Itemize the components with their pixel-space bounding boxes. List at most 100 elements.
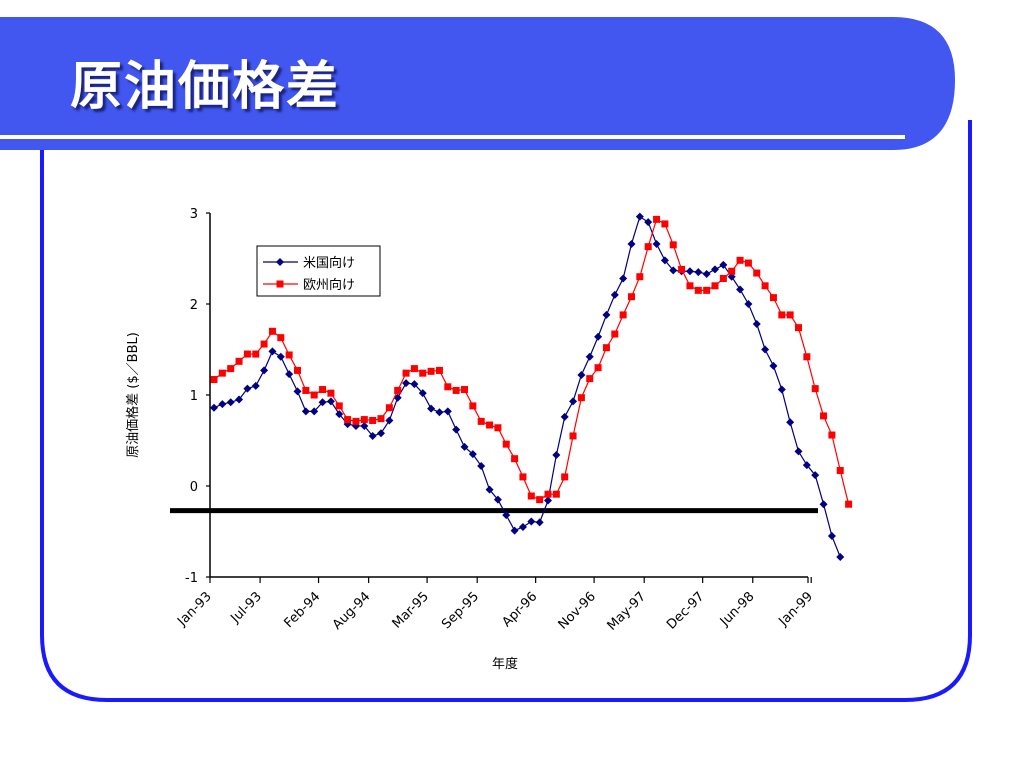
y-axis-title: 原油価格差 ($／BBL) bbox=[125, 332, 141, 458]
x-tick-label: Mar-95 bbox=[390, 589, 432, 631]
data-point bbox=[702, 269, 711, 278]
data-point bbox=[619, 311, 627, 319]
data-point bbox=[477, 417, 485, 425]
data-point bbox=[368, 431, 377, 440]
data-point bbox=[394, 386, 402, 394]
data-point bbox=[243, 350, 251, 358]
data-point bbox=[736, 285, 745, 294]
data-point bbox=[669, 241, 677, 249]
data-point bbox=[694, 268, 703, 277]
data-point bbox=[819, 500, 828, 509]
data-point bbox=[560, 412, 569, 421]
data-point bbox=[319, 386, 327, 394]
data-point bbox=[719, 260, 728, 269]
data-point bbox=[218, 369, 226, 377]
data-point bbox=[452, 386, 460, 394]
data-point bbox=[427, 367, 435, 375]
data-point bbox=[385, 416, 394, 425]
data-point bbox=[602, 310, 611, 319]
data-point bbox=[427, 404, 436, 413]
data-point bbox=[377, 415, 385, 423]
data-point bbox=[486, 421, 494, 429]
data-point bbox=[452, 425, 461, 434]
x-tick-label: Nov-96 bbox=[556, 589, 599, 632]
data-point bbox=[293, 387, 302, 396]
data-point bbox=[494, 424, 502, 432]
data-point bbox=[786, 311, 794, 319]
data-point bbox=[352, 417, 360, 425]
data-point bbox=[569, 397, 578, 406]
y-tick-label: 1 bbox=[190, 389, 198, 404]
data-point bbox=[502, 440, 510, 448]
data-point bbox=[360, 416, 368, 424]
data-point bbox=[335, 410, 344, 419]
data-point bbox=[443, 407, 452, 416]
data-point bbox=[210, 403, 218, 412]
chart-axes: -1 0 1 2 3 Jan-93 Jul-93 Feb-94 Aug-94 Mar-95 Sep-… bbox=[125, 207, 818, 672]
data-point bbox=[644, 243, 652, 251]
data-point bbox=[836, 467, 844, 475]
data-point bbox=[418, 389, 427, 398]
y-tick-label: 0 bbox=[190, 480, 198, 495]
data-point bbox=[586, 375, 594, 383]
series-layer bbox=[210, 212, 853, 561]
data-point bbox=[769, 294, 777, 302]
data-point bbox=[652, 239, 661, 248]
title-banner bbox=[0, 17, 955, 150]
data-point bbox=[602, 344, 610, 352]
data-point bbox=[369, 416, 377, 424]
data-point bbox=[778, 311, 786, 319]
data-point bbox=[802, 461, 811, 470]
data-point bbox=[335, 402, 343, 410]
data-point bbox=[686, 282, 694, 290]
slide-title: 原油価格差 bbox=[70, 57, 341, 117]
data-point bbox=[753, 269, 761, 277]
data-point bbox=[285, 351, 293, 359]
data-point bbox=[577, 370, 586, 379]
data-point bbox=[660, 256, 669, 265]
data-point bbox=[252, 350, 260, 358]
data-point bbox=[845, 500, 853, 508]
data-point bbox=[594, 364, 602, 372]
data-point bbox=[344, 416, 352, 424]
data-point bbox=[577, 394, 585, 402]
data-point bbox=[811, 385, 819, 393]
data-point bbox=[511, 455, 519, 463]
data-point bbox=[277, 334, 285, 342]
data-point bbox=[627, 239, 636, 248]
data-point bbox=[777, 385, 786, 394]
data-point bbox=[477, 461, 486, 470]
series-line-1 bbox=[213, 215, 841, 558]
data-point bbox=[827, 532, 836, 541]
data-point bbox=[594, 332, 603, 341]
data-point bbox=[752, 320, 761, 329]
data-point bbox=[820, 412, 828, 420]
data-point bbox=[461, 386, 468, 394]
data-point bbox=[669, 266, 678, 275]
data-point bbox=[535, 518, 544, 527]
data-point bbox=[210, 376, 218, 384]
data-point bbox=[276, 352, 285, 361]
data-point bbox=[811, 471, 820, 480]
data-point bbox=[227, 365, 235, 373]
y-tick-label: 3 bbox=[190, 207, 198, 222]
data-point bbox=[828, 431, 836, 439]
data-point bbox=[544, 496, 552, 505]
data-point bbox=[318, 398, 327, 407]
data-point bbox=[527, 492, 535, 500]
data-point bbox=[302, 386, 310, 394]
data-point bbox=[769, 361, 778, 370]
data-point bbox=[260, 340, 268, 348]
x-tick-label: Jul-93 bbox=[228, 589, 265, 626]
data-point bbox=[611, 330, 619, 338]
data-point bbox=[419, 369, 427, 377]
data-point bbox=[803, 353, 811, 361]
data-point bbox=[310, 391, 318, 399]
y-tick-label: -1 bbox=[185, 571, 198, 586]
legend-box bbox=[256, 245, 381, 297]
data-point bbox=[218, 400, 227, 409]
data-point bbox=[360, 421, 369, 430]
x-tick-label: Apr-96 bbox=[500, 589, 541, 630]
